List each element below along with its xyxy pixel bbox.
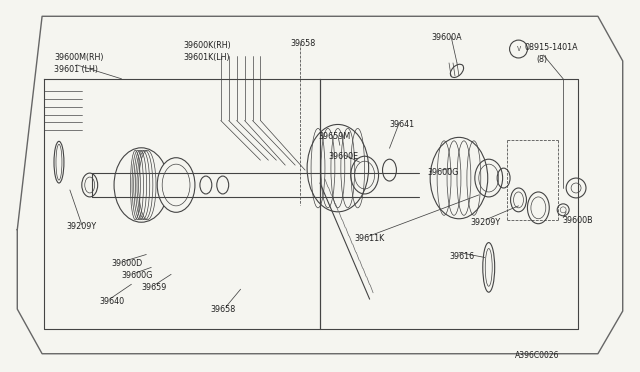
Text: 39640: 39640 [100,297,125,306]
Text: 39611K: 39611K [355,234,385,243]
Text: 39600M(RH): 39600M(RH) [54,53,104,62]
Text: 39601K(LH): 39601K(LH) [183,53,230,62]
Text: 39641: 39641 [390,121,415,129]
Text: V: V [516,46,520,52]
Text: 39600K(RH): 39600K(RH) [183,41,231,50]
Text: 39600G: 39600G [427,168,459,177]
Text: 39600B: 39600B [562,216,593,225]
Text: 39601 (LH): 39601 (LH) [54,65,98,74]
Text: 39659M: 39659M [318,132,350,141]
Ellipse shape [114,148,168,222]
Ellipse shape [157,158,195,212]
Text: 39209Y: 39209Y [67,222,97,231]
Text: 39658: 39658 [211,305,236,314]
Text: 39600D: 39600D [111,259,143,269]
Text: 39600E: 39600E [328,152,358,161]
Text: 39659: 39659 [141,283,166,292]
Text: 39658: 39658 [290,39,316,48]
Text: 39209Y: 39209Y [471,218,501,227]
Ellipse shape [430,137,488,219]
Text: (8): (8) [536,55,547,64]
Ellipse shape [307,125,369,212]
Text: A396C0026: A396C0026 [515,351,559,360]
Text: 39616: 39616 [449,251,474,260]
Text: 39600G: 39600G [122,271,153,280]
Text: 08915-1401A: 08915-1401A [524,43,578,52]
Text: 39600A: 39600A [431,33,462,42]
